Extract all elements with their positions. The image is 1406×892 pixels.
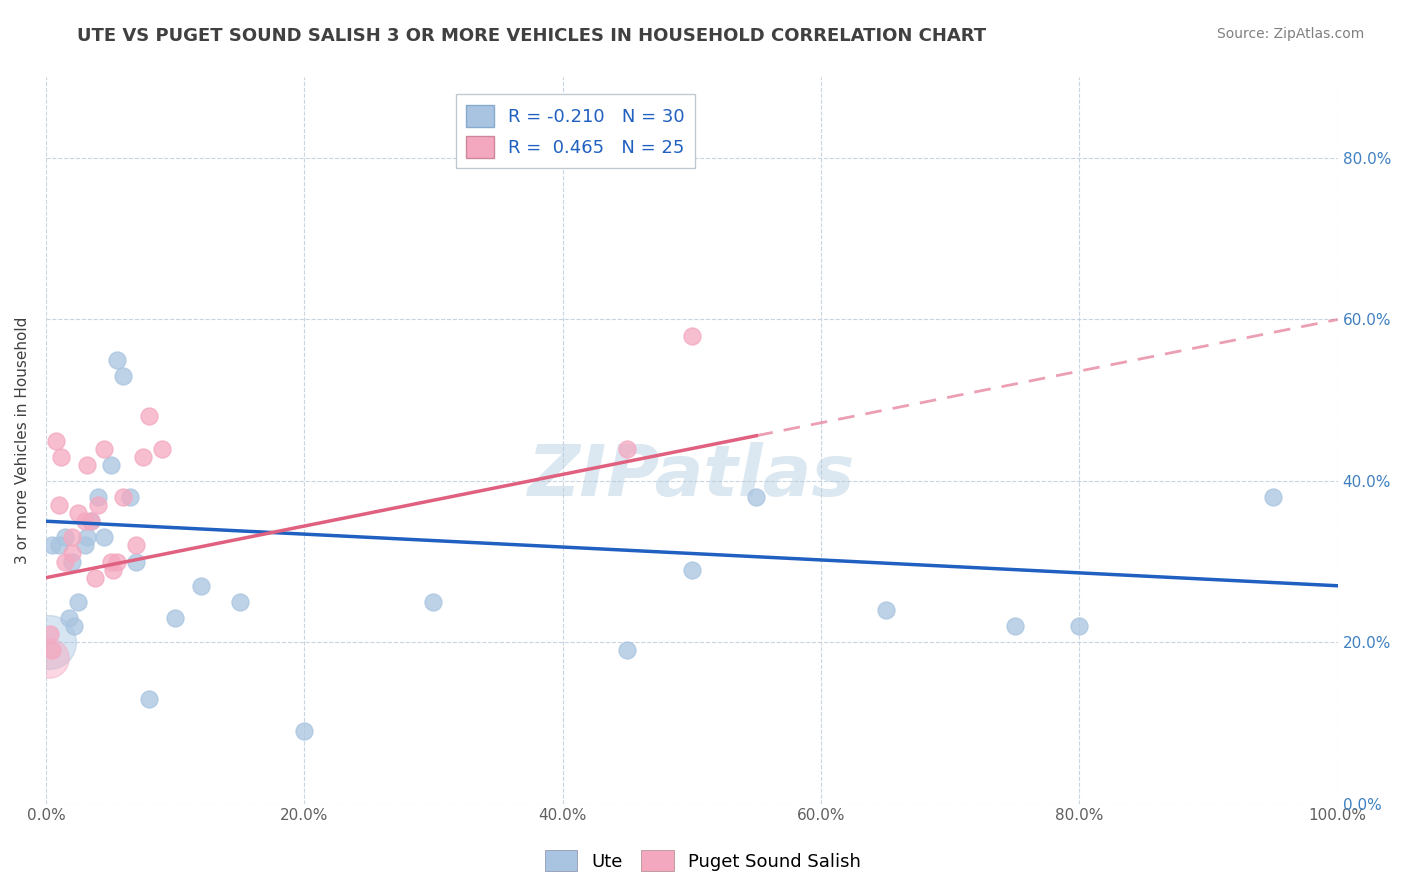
Point	[616, 442, 638, 456]
Point	[681, 328, 703, 343]
Point	[51, 450, 73, 464]
Point	[875, 603, 897, 617]
Point	[101, 563, 124, 577]
Point	[60, 547, 83, 561]
Legend: Ute, Puget Sound Salish: Ute, Puget Sound Salish	[537, 843, 869, 879]
Point	[67, 595, 90, 609]
Point	[745, 490, 768, 504]
Point	[100, 458, 122, 472]
Point	[93, 530, 115, 544]
Point	[86, 498, 108, 512]
Point	[1261, 490, 1284, 504]
Point	[132, 450, 155, 464]
Point	[67, 506, 90, 520]
Point	[118, 490, 141, 504]
Point	[73, 538, 96, 552]
Point	[616, 643, 638, 657]
Point	[38, 651, 60, 665]
Point	[112, 490, 135, 504]
Point	[80, 514, 103, 528]
Point	[422, 595, 444, 609]
Text: Source: ZipAtlas.com: Source: ZipAtlas.com	[1216, 27, 1364, 41]
Point	[112, 369, 135, 384]
Point	[41, 643, 63, 657]
Point	[80, 514, 103, 528]
Point	[125, 555, 148, 569]
Point	[1004, 619, 1026, 633]
Point	[48, 498, 70, 512]
Point	[60, 530, 83, 544]
Point	[76, 530, 98, 544]
Point	[41, 538, 63, 552]
Point	[138, 409, 160, 424]
Point	[100, 555, 122, 569]
Point	[165, 611, 187, 625]
Point	[292, 724, 315, 739]
Point	[38, 627, 60, 641]
Point	[53, 555, 76, 569]
Point	[1069, 619, 1091, 633]
Point	[60, 555, 83, 569]
Y-axis label: 3 or more Vehicles in Household: 3 or more Vehicles in Household	[15, 317, 30, 565]
Point	[38, 635, 60, 649]
Point	[53, 530, 76, 544]
Text: UTE VS PUGET SOUND SALISH 3 OR MORE VEHICLES IN HOUSEHOLD CORRELATION CHART: UTE VS PUGET SOUND SALISH 3 OR MORE VEHI…	[77, 27, 987, 45]
Point	[45, 434, 67, 448]
Point	[73, 514, 96, 528]
Point	[105, 555, 128, 569]
Point	[138, 691, 160, 706]
Text: ZIPatlas: ZIPatlas	[529, 442, 855, 511]
Legend: R = -0.210   N = 30, R =  0.465   N = 25: R = -0.210 N = 30, R = 0.465 N = 25	[456, 94, 696, 169]
Point	[86, 490, 108, 504]
Point	[48, 538, 70, 552]
Point	[125, 538, 148, 552]
Point	[190, 579, 212, 593]
Point	[105, 352, 128, 367]
Point	[58, 611, 80, 625]
Point	[84, 571, 107, 585]
Point	[681, 563, 703, 577]
Point	[63, 619, 86, 633]
Point	[93, 442, 115, 456]
Point	[228, 595, 250, 609]
Point	[150, 442, 173, 456]
Point	[76, 458, 98, 472]
